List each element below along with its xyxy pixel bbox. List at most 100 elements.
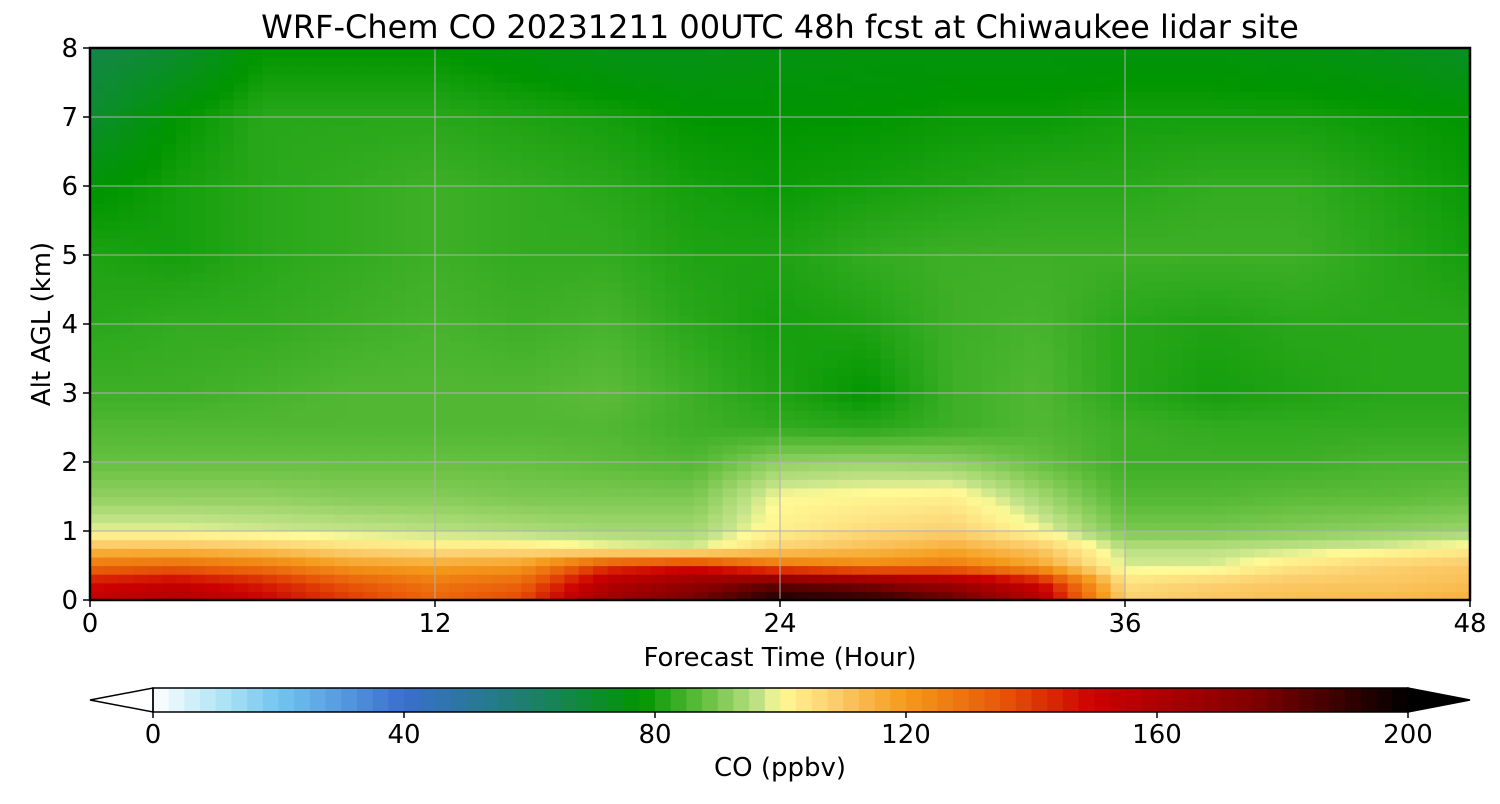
heatmap-cell <box>895 237 910 247</box>
heatmap-cell <box>478 168 494 178</box>
heatmap-cell <box>1340 211 1356 222</box>
heatmap-cell <box>736 462 752 472</box>
heatmap-cell <box>1283 246 1299 256</box>
heatmap-cell <box>161 548 177 558</box>
heatmap-cell <box>377 211 393 222</box>
heatmap-cell <box>607 246 623 256</box>
heatmap-cell <box>981 556 997 567</box>
heatmap-cell <box>1139 341 1155 351</box>
heatmap-cell <box>550 177 565 187</box>
heatmap-cell <box>463 349 479 360</box>
heatmap-cell <box>1398 505 1414 515</box>
heatmap-cell <box>1240 393 1255 403</box>
heatmap-cell <box>133 487 149 498</box>
heatmap-cell <box>348 591 364 601</box>
heatmap-cell <box>1053 160 1069 170</box>
heatmap-cell <box>794 487 810 498</box>
heatmap-cell <box>262 565 278 575</box>
heatmap-cell <box>1297 556 1313 567</box>
heatmap-cell <box>1455 168 1471 178</box>
heatmap-cell <box>550 246 565 256</box>
heatmap-cell <box>478 151 494 161</box>
heatmap-cell <box>736 539 752 549</box>
heatmap-cell <box>1110 375 1126 385</box>
heatmap-cell <box>636 505 652 515</box>
heatmap-cell <box>435 505 450 515</box>
heatmap-cell <box>593 393 609 403</box>
heatmap-cell <box>722 177 738 187</box>
heatmap-cell <box>1412 548 1428 558</box>
heatmap-cell <box>966 220 982 230</box>
heatmap-cell <box>1182 513 1198 523</box>
heatmap-cell <box>1182 487 1198 498</box>
heatmap-cell <box>1010 246 1025 256</box>
heatmap-cell <box>406 427 422 437</box>
heatmap-cell <box>679 505 695 515</box>
heatmap-cell <box>823 367 839 377</box>
heatmap-cell <box>219 229 235 239</box>
heatmap-cell <box>104 384 120 394</box>
heatmap-cell <box>636 367 652 377</box>
heatmap-cell <box>1153 237 1169 247</box>
heatmap-cell <box>1081 280 1097 291</box>
heatmap-cell <box>305 513 321 523</box>
heatmap-cell <box>923 229 939 239</box>
heatmap-cell <box>176 160 192 170</box>
heatmap-cell <box>291 393 307 403</box>
heatmap-cell <box>435 418 450 429</box>
heatmap-cell <box>722 410 738 420</box>
heatmap-cell <box>1283 306 1299 316</box>
heatmap-cell <box>1010 324 1025 334</box>
heatmap-cell <box>1038 246 1054 256</box>
heatmap-cell <box>521 194 537 204</box>
heatmap-cell <box>952 341 968 351</box>
heatmap-cell <box>1211 487 1227 498</box>
heatmap-cell <box>808 444 824 454</box>
heatmap-cell <box>851 289 867 299</box>
heatmap-cell <box>1426 591 1442 601</box>
heatmap-cell <box>1153 332 1169 342</box>
heatmap-cell <box>190 298 206 308</box>
heatmap-cell <box>90 401 105 411</box>
heatmap-cell <box>406 539 422 549</box>
heatmap-cell <box>1355 211 1370 222</box>
heatmap-cell <box>506 556 522 567</box>
heatmap-cell <box>679 298 695 308</box>
heatmap-cell <box>1369 565 1385 575</box>
heatmap-cell <box>90 556 105 567</box>
heatmap-cell <box>636 160 652 170</box>
heatmap-cell <box>90 548 105 558</box>
heatmap-cell <box>1038 384 1054 394</box>
heatmap-cell <box>506 522 522 532</box>
heatmap-cell <box>1340 186 1356 196</box>
heatmap-cell <box>564 289 580 299</box>
heatmap-cell <box>621 220 637 230</box>
heatmap-cell <box>1081 237 1097 247</box>
heatmap-cell <box>420 194 436 204</box>
heatmap-cell <box>1038 298 1054 308</box>
heatmap-cell <box>1168 470 1184 480</box>
heatmap-cell <box>1153 470 1169 480</box>
heatmap-cell <box>736 186 752 196</box>
heatmap-cell <box>607 505 623 515</box>
heatmap-cell <box>1311 246 1327 256</box>
heatmap-cell <box>895 160 910 170</box>
heatmap-cell <box>435 436 450 446</box>
heatmap-cell <box>765 427 781 437</box>
heatmap-cell <box>435 522 450 532</box>
heatmap-cell <box>1153 436 1169 446</box>
heatmap-cell <box>291 315 307 325</box>
heatmap-cell <box>621 375 637 385</box>
heatmap-cell <box>377 453 393 463</box>
heatmap-cell <box>420 151 436 161</box>
heatmap-cell <box>262 479 278 489</box>
heatmap-cell <box>449 548 465 558</box>
heatmap-cell <box>895 496 910 506</box>
heatmap-cell <box>118 479 134 489</box>
heatmap-cell <box>449 272 465 282</box>
heatmap-cell <box>938 367 954 377</box>
heatmap-cell <box>161 574 177 584</box>
heatmap-cell <box>1125 591 1140 601</box>
heatmap-cell <box>248 194 264 204</box>
heatmap-cell <box>90 522 105 532</box>
